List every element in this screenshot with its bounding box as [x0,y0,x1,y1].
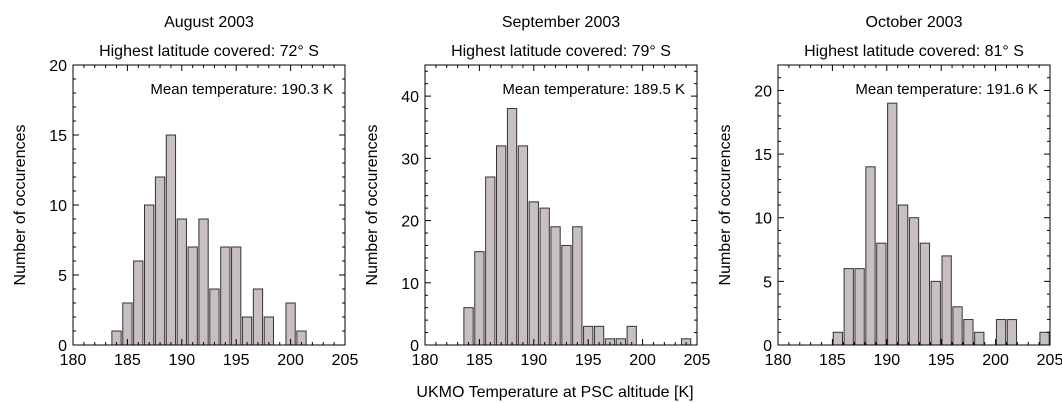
histogram-panels: August 2003 Highest latitude covered: 72°… [12,14,1062,369]
histogram-bar [995,319,1007,346]
histogram-bar [241,316,253,346]
y-tick-label: 10 [49,198,67,215]
histogram-bar [485,176,496,346]
y-tick-label: 20 [754,83,772,100]
y-tick-label: 5 [58,268,67,285]
histogram-bar [133,260,144,346]
histogram-bar [974,331,985,346]
x-tick-label: 200 [629,352,656,369]
histogram-bar [154,176,166,346]
x-tick-label: 205 [684,352,711,369]
chart-subtitle: Highest latitude covered: 79° S [451,43,671,60]
x-tick-label: 180 [60,352,87,369]
histogram-bar [539,207,550,346]
histogram-bar [876,242,887,346]
histogram-bar [941,255,952,346]
histogram-panel-3: October 2003 Highest latitude covered: 81… [717,14,1062,369]
x-tick-label: 185 [466,352,493,369]
x-tick-label: 205 [332,352,359,369]
y-tick-label: 0 [410,338,419,355]
histogram-bar [1039,331,1050,346]
histogram-bar [474,251,485,346]
histogram-bar [187,246,198,346]
histogram-panel-1: August 2003 Highest latitude covered: 72°… [12,14,358,369]
x-tick-label: 180 [412,352,439,369]
y-tick-label: 20 [401,214,419,231]
histogram-bar [506,108,518,346]
histogram-bar [165,134,177,346]
histogram-bar [517,145,529,346]
y-axis-label: Number of occurences [12,125,29,286]
y-tick-label: 15 [754,147,772,164]
chart-title: October 2003 [866,14,963,31]
histogram-bar [963,319,974,346]
x-tick-label: 190 [873,352,900,369]
histogram-bar [887,102,898,346]
histogram-bar [198,218,209,346]
histogram-bar [908,217,920,346]
y-tick-label: 40 [401,89,419,106]
histogram-bar [220,246,231,346]
histogram-bar [561,244,572,346]
histogram-bar [231,246,242,346]
x-tick-label: 180 [765,352,792,369]
y-tick-label: 30 [401,151,419,168]
x-tick-label: 205 [1037,352,1062,369]
x-tick-label: 195 [223,352,250,369]
plot-frame [72,64,346,346]
histogram-bar [897,204,909,346]
y-tick-label: 10 [754,211,772,228]
histogram-bar [463,307,474,346]
histogram-bar [1006,319,1018,346]
histogram-bar [122,302,133,346]
histogram-bar [550,226,561,346]
y-tick-label: 20 [49,58,67,75]
histogram-bar [285,302,296,346]
x-tick-label: 185 [114,352,141,369]
chart-title: September 2003 [502,14,620,31]
x-tick-label: 200 [277,352,304,369]
y-tick-label: 0 [763,338,772,355]
y-tick-label: 0 [58,338,67,355]
mean-temperature-annotation: Mean temperature: 190.3 K [150,81,333,98]
chart-subtitle: Highest latitude covered: 81° S [804,43,1024,60]
plot-frame [424,64,698,346]
histogram-bar [572,226,583,346]
x-tick-label: 190 [520,352,547,369]
shared-x-axis-label: UKMO Temperature at PSC altitude [K] [416,384,693,401]
histogram-bar [252,288,264,346]
y-tick-label: 5 [763,274,772,291]
x-tick-label: 195 [928,352,955,369]
histogram-bar [930,280,941,346]
y-tick-label: 10 [401,276,419,293]
mean-temperature-annotation: Mean temperature: 189.5 K [502,81,685,98]
histogram-bar [832,331,843,346]
x-tick-label: 195 [575,352,602,369]
y-axis-label: Number of occurences [717,125,734,286]
histogram-bar [854,268,865,346]
histogram-bar [496,145,507,346]
x-tick-label: 200 [982,352,1009,369]
mean-temperature-annotation: Mean temperature: 191.6 K [855,81,1038,98]
histogram-bar [843,268,854,346]
histogram-bar [528,201,539,346]
chart-title: August 2003 [164,14,254,31]
y-axis-label: Number of occurences [364,125,381,286]
histogram-bar [144,204,155,346]
histogram-bar [919,242,931,346]
histogram-bar [176,218,187,346]
x-tick-label: 185 [819,352,846,369]
x-tick-label: 190 [168,352,195,369]
histogram-bar [952,306,963,346]
y-tick-label: 15 [49,128,67,145]
histogram-bar [865,166,876,346]
chart-subtitle: Highest latitude covered: 72° S [99,43,319,60]
histogram-bar [209,288,220,346]
histogram-bar [263,316,274,346]
histogram-panel-2: September 2003 Highest latitude covered: … [364,14,710,369]
